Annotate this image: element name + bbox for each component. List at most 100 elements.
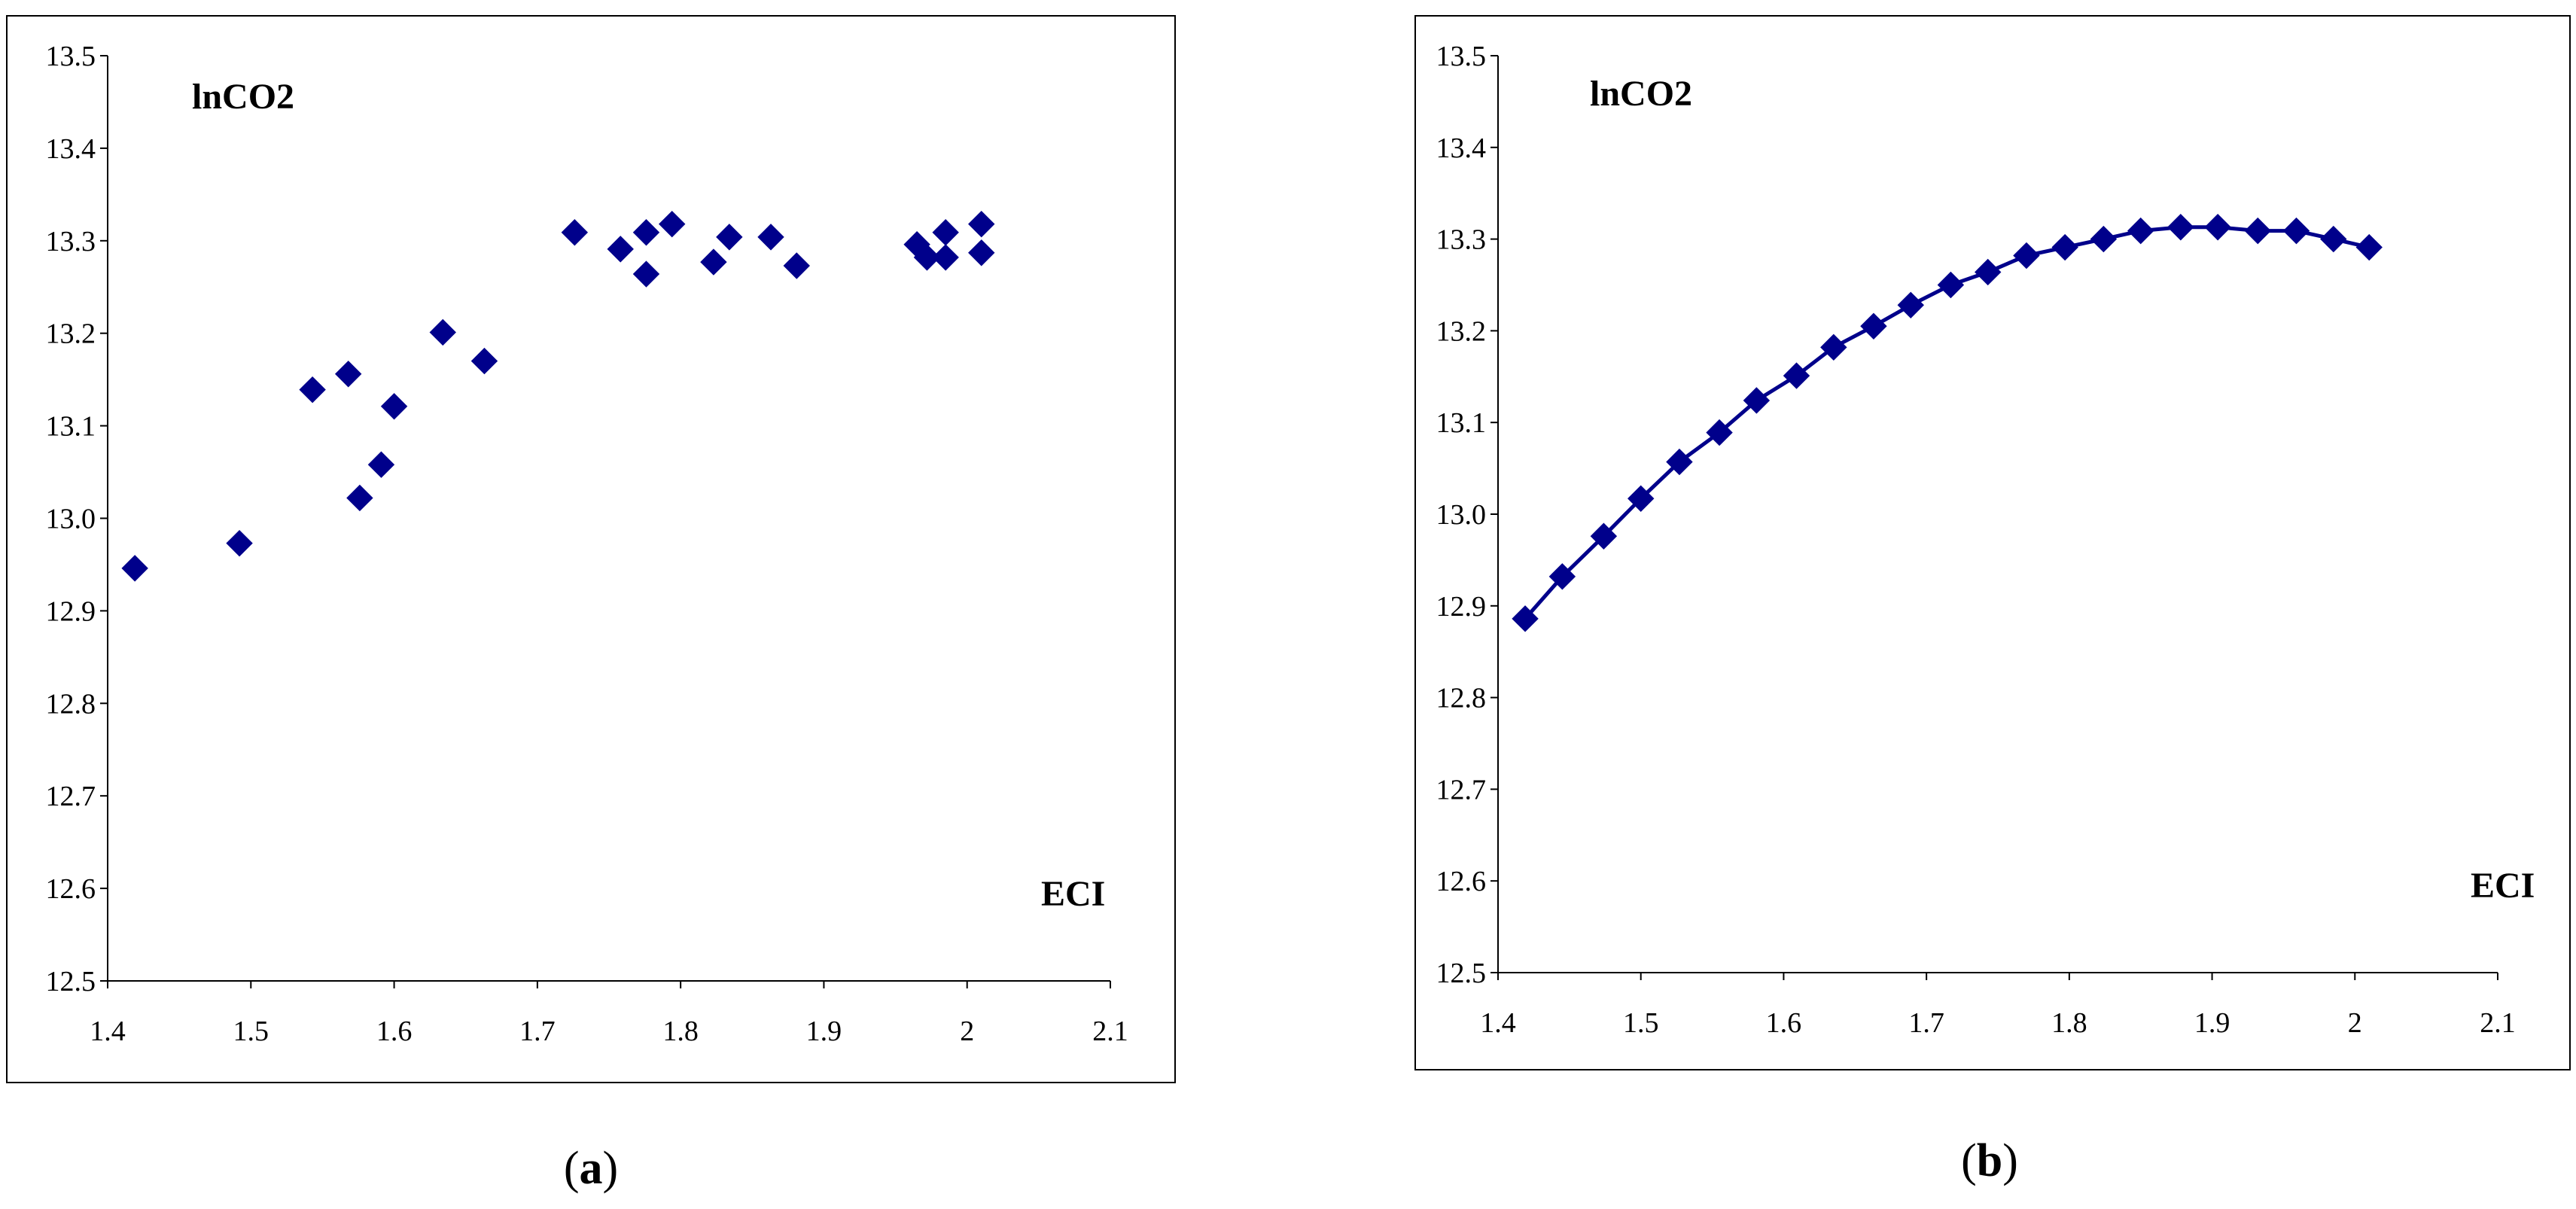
panel-b-data-point [1897,291,1924,319]
panel-a-x-tick-label: 1.8 [662,1016,699,1047]
panel-b-x-tick-label: 1.4 [1480,1007,1516,1039]
panel-b-y-tick-label: 13.1 [1436,407,1487,439]
panel-b: 12.5 12.6 12.7 12.8 12.9 13.0 13.1 13.2 13.3 13.4… [1414,15,2571,1186]
panel-b-y-tick-label: 13.5 [1436,41,1487,72]
panel-a-x-tick-label: 1.9 [806,1016,842,1047]
panel-a-x-tick-label: 1.5 [233,1016,269,1047]
panel-a-y-tick-label: 13.2 [46,318,96,350]
panel-b-data-point [1590,522,1618,550]
panel-b-label-letter: b [1977,1135,2002,1186]
panel-b-y-tick-label: 12.9 [1436,591,1487,623]
panel-a-data-point [470,347,498,375]
panel-a-x-tick-label: 1.7 [519,1016,556,1047]
panel-b-outer-frame [1414,15,2571,1070]
panel-a-data-point [561,219,589,246]
panel-b-x-tick-label: 1.7 [1908,1007,1944,1039]
panel-a-data-point [299,376,326,404]
panel-a-x-tick-label: 2 [960,1016,974,1047]
panel-b-data-point [1743,387,1771,414]
panel-a: 12.5 12.6 12.7 12.8 12.9 13.0 13.1 13.2 13.3 13.4… [6,15,1176,1194]
panel-a-ticks: 12.5 12.6 12.7 12.8 12.9 13.0 13.1 13.2 13.3 13.4… [46,41,1128,1047]
panel-b-y-tick-label: 13.4 [1436,132,1487,164]
panel-a-y-tick-label: 12.5 [46,966,96,997]
panel-b-data-point [1666,448,1693,476]
panel-b-x-tick-label: 1.8 [2051,1007,2087,1039]
panel-b-data-point [2244,217,2271,245]
panel-a-outer-frame [6,15,1176,1083]
panel-a-data-point [632,260,660,288]
panel-a-data-point [783,252,810,279]
panel-b-data-point [1937,271,1965,299]
panel-b-y-tick-label: 13.2 [1436,315,1487,347]
panel-b-y-tick-label: 12.5 [1436,958,1487,989]
panel-b-x-tick-label: 1.6 [1766,1007,1802,1039]
panel-a-data-point [700,248,727,276]
panel-b-marks [1512,214,2383,632]
panel-a-data-point [716,224,743,251]
panel-a-y-tick-label: 13.3 [46,226,96,257]
panel-a-x-title: ECI [1041,874,1105,914]
panel-b-x-title: ECI [2471,866,2535,906]
panel-a-y-tick-label: 13.5 [46,41,96,72]
panel-a-data-point [380,393,408,420]
panel-b-data-point [2090,225,2118,253]
panel-a-label-letter: a [580,1143,603,1194]
panel-b-data-point [2320,225,2347,253]
panel-a-data-point [346,484,373,512]
panel-b-x-tick-label: 2 [2348,1007,2362,1039]
panel-a-data-point [968,210,995,238]
panel-a-data-point [334,361,362,388]
panel-a-y-tick-label: 13.0 [46,504,96,535]
panel-b-data-point [2013,242,2040,270]
panel-b-y-tick-label: 12.7 [1436,774,1487,805]
panel-b-label: (b) [1961,1135,2018,1186]
panel-b-y-tick-label: 13.3 [1436,224,1487,256]
panel-b-y-tick-label: 13.0 [1436,499,1487,531]
panel-a-x-tick-label: 1.6 [376,1016,413,1047]
panel-b-x-tick-label: 2.1 [2480,1007,2516,1039]
panel-a-data-point [429,318,456,346]
panel-b-data-point [1860,312,1887,340]
panel-b-data-point [1820,333,1847,361]
panel-b-x-tick-label: 1.5 [1623,1007,1659,1039]
panel-b-data-point [2355,233,2383,261]
panel-a-y-tick-label: 12.9 [46,595,96,627]
panel-a-data-point [659,210,686,238]
panel-a-data-point [913,244,941,271]
panel-a-data-point [367,451,395,478]
panel-a-y-tick-label: 12.8 [46,688,96,720]
panel-b-data-point [1975,258,2002,286]
panel-b-data-point [2204,214,2231,241]
panel-a-marks [121,210,995,582]
panel-b-x-tick-label: 1.9 [2194,1007,2230,1039]
panel-a-y-tick-label: 12.6 [46,873,96,905]
panel-a-data-point [757,224,784,251]
panel-a-x-tick-label: 1.4 [90,1016,126,1047]
panel-a-data-point [632,219,660,246]
panel-a-label: (a) [564,1143,618,1194]
panel-a-data-point [607,236,634,263]
panel-b-data-point [1512,605,1539,632]
panel-b-data-point [2127,217,2154,245]
panel-b-data-point [2051,233,2078,261]
panel-a-data-point [968,239,995,266]
panel-b-ticks: 12.5 12.6 12.7 12.8 12.9 13.0 13.1 13.2 13.3 13.4… [1436,41,2516,1039]
panel-b-data-point [1706,419,1733,446]
panel-a-x-tick-label: 2.1 [1092,1016,1128,1047]
panel-a-data-point [932,244,959,271]
panel-b-y-tick-label: 12.8 [1436,683,1487,714]
panel-a-y-title: lnCO2 [192,77,294,117]
panel-b-data-point [1783,362,1810,389]
panel-a-y-tick-label: 12.7 [46,781,96,812]
panel-a-data-point [121,555,148,582]
panel-b-data-point [2167,214,2194,241]
panel-a-data-point [226,529,253,557]
panel-b-data-point [1628,485,1655,513]
panel-b-data-point [2282,217,2310,245]
panel-a-y-tick-label: 13.1 [46,411,96,443]
panel-a-y-tick-label: 13.4 [46,133,96,165]
panel-b-data-point [1548,563,1576,590]
panel-b-y-tick-label: 12.6 [1436,866,1487,897]
panel-b-y-title: lnCO2 [1590,74,1692,114]
